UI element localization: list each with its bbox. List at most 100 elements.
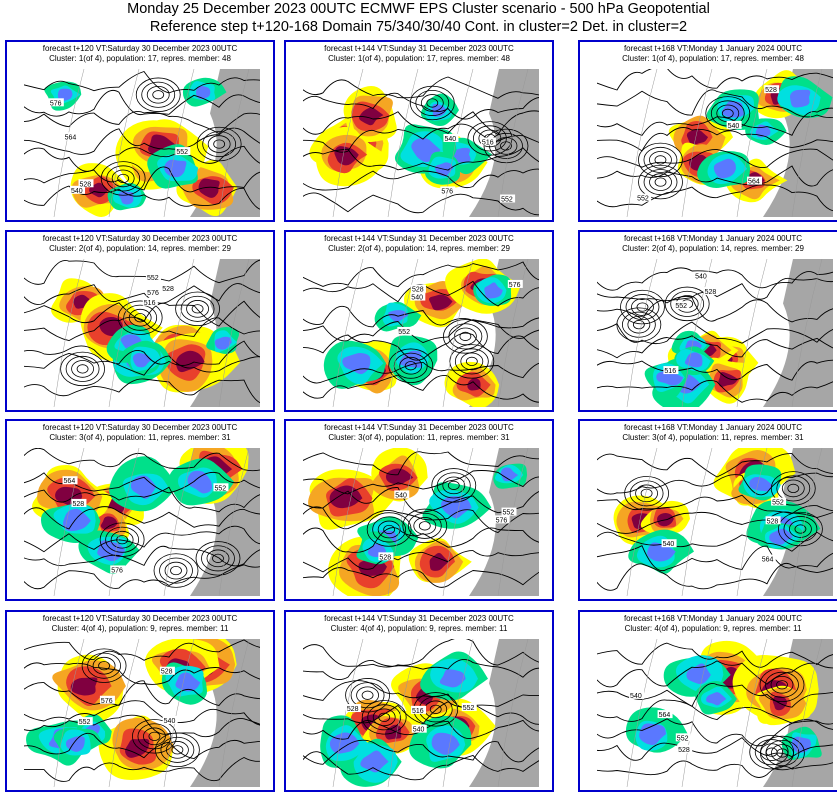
closed-contour xyxy=(361,690,374,700)
negative-anomaly-area xyxy=(62,508,91,532)
negative-anomaly-area xyxy=(164,159,187,178)
contour-line xyxy=(597,321,833,345)
closed-contour xyxy=(60,351,105,387)
negative-anomaly-area xyxy=(686,663,711,685)
closed-contour xyxy=(388,348,434,383)
land-shading xyxy=(469,259,539,407)
meridian-line xyxy=(108,259,140,407)
closed-contour xyxy=(781,479,805,498)
contour-label-box xyxy=(677,745,693,754)
closed-contour xyxy=(98,661,110,671)
meridian-line xyxy=(53,448,85,596)
forecast-label: forecast t+144 VT:Sunday 31 December 202… xyxy=(324,234,514,243)
contour-line xyxy=(24,680,260,707)
forecast-label: forecast t+168 VT:Monday 1 January 2024 … xyxy=(623,423,803,432)
meridian-line xyxy=(736,259,768,407)
forecast-label: forecast t+168 VT:Monday 1 January 2024 … xyxy=(623,234,803,243)
meridian-line xyxy=(626,259,658,407)
contour-label-box xyxy=(760,554,776,563)
closed-contour xyxy=(372,516,407,543)
closed-contour xyxy=(81,648,127,683)
closed-contour xyxy=(472,125,507,152)
contour-line xyxy=(597,184,833,212)
negative-anomaly-area xyxy=(57,88,73,102)
contour-label-box xyxy=(694,271,710,280)
closed-contour xyxy=(624,476,670,511)
cluster-label: Cluster: 3(of 4), population: 11, repres… xyxy=(622,433,804,442)
contour-label: 528 xyxy=(678,747,690,754)
meridian-line xyxy=(442,639,474,787)
closed-contour xyxy=(117,173,130,184)
contour-label: 576 xyxy=(147,290,159,297)
meridian-line xyxy=(442,69,474,217)
closed-contour xyxy=(345,678,390,713)
contour-line xyxy=(597,718,833,747)
closed-contour xyxy=(366,512,412,547)
title-line-1: Monday 25 December 2023 00UTC ECMWF EPS … xyxy=(127,1,710,17)
positive-anomaly-area xyxy=(385,468,414,485)
contour-label: 540 xyxy=(695,274,707,281)
contour-line xyxy=(24,145,260,172)
land-shading xyxy=(469,69,539,217)
meridian-line xyxy=(218,69,250,217)
positive-anomaly-area xyxy=(428,294,453,311)
closed-contour xyxy=(649,151,672,169)
meridian-line xyxy=(681,448,713,596)
closed-contour xyxy=(426,98,439,108)
contour-line xyxy=(303,92,539,120)
positive-anomaly-area xyxy=(429,552,449,571)
contour-line xyxy=(24,662,260,685)
positive-anomaly-area xyxy=(100,516,118,530)
contour-line xyxy=(597,277,833,304)
contour-label: 540 xyxy=(663,541,675,548)
contour-label: 540 xyxy=(411,295,423,302)
contour-label-box xyxy=(146,287,162,296)
contour-label-box xyxy=(397,326,413,335)
meridian-line xyxy=(108,448,140,596)
forecast-label: forecast t+120 VT:Saturday 30 December 2… xyxy=(42,234,238,243)
contour-line xyxy=(597,760,833,778)
contour-label: 528 xyxy=(705,289,717,296)
closed-contour xyxy=(134,313,147,323)
meridian-line xyxy=(736,69,768,217)
closed-contour xyxy=(776,475,811,502)
contour-label-box xyxy=(77,717,93,726)
contour-label-box xyxy=(440,186,456,195)
contour-line xyxy=(24,525,260,553)
contour-label: 528 xyxy=(379,554,391,561)
contour-label: 516 xyxy=(482,139,494,146)
contour-label: 552 xyxy=(147,275,159,282)
contour-line xyxy=(597,127,833,152)
contour-label-box xyxy=(62,476,78,485)
contour-label: 540 xyxy=(71,188,83,195)
map-panel: forecast t+144 VT:Sunday 31 December 202… xyxy=(284,419,554,601)
closed-contour xyxy=(776,680,788,690)
contour-label-box xyxy=(411,724,427,733)
contour-label-box xyxy=(110,565,126,574)
meridian-line xyxy=(218,448,250,596)
closed-contour xyxy=(765,740,800,767)
closed-contour xyxy=(117,300,163,335)
closed-contour xyxy=(164,561,188,580)
geopotential-map: 552 540 576 528 xyxy=(24,639,260,787)
closed-contour xyxy=(454,348,489,375)
negative-anomaly-area xyxy=(656,370,684,386)
meridian-line xyxy=(791,259,823,407)
contour-line xyxy=(24,283,260,305)
contour-label: 552 xyxy=(677,735,689,742)
contour-label-box xyxy=(636,193,652,202)
contour-label-box xyxy=(175,147,191,156)
contour-label: 576 xyxy=(111,567,123,574)
closed-contour xyxy=(418,521,431,531)
negative-anomaly-area xyxy=(749,476,773,492)
contour-line xyxy=(303,639,539,668)
contour-line xyxy=(597,453,833,478)
negative-anomaly-area xyxy=(432,103,447,117)
contour-line xyxy=(597,165,833,187)
contour-line xyxy=(24,700,260,726)
land-shading xyxy=(190,69,260,217)
closed-contour xyxy=(459,331,472,341)
closed-contour xyxy=(442,319,488,354)
closed-contour xyxy=(116,535,129,545)
closed-contour xyxy=(180,295,215,322)
